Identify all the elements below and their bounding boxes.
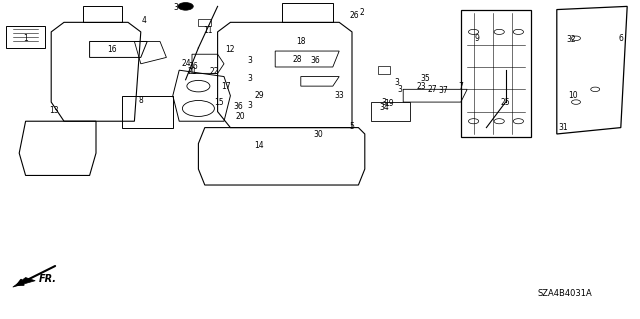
Text: 13: 13 — [49, 106, 60, 115]
Text: 1: 1 — [23, 34, 28, 43]
Text: 5: 5 — [349, 122, 355, 130]
Text: 15: 15 — [214, 98, 224, 107]
Text: 6: 6 — [618, 34, 623, 43]
Text: 28: 28 — [293, 55, 302, 63]
Text: 18: 18 — [296, 37, 305, 46]
Text: 31: 31 — [558, 123, 568, 132]
Text: 17: 17 — [221, 82, 231, 91]
Text: 37: 37 — [438, 86, 449, 95]
Text: SZA4B4031A: SZA4B4031A — [538, 289, 593, 298]
Text: 25: 25 — [500, 98, 511, 107]
Text: 3: 3 — [173, 4, 179, 12]
Text: 34: 34 — [379, 103, 389, 112]
Circle shape — [178, 3, 193, 10]
Text: 3: 3 — [397, 85, 403, 94]
Text: 36: 36 — [234, 102, 244, 111]
Text: 2: 2 — [359, 8, 364, 17]
Text: 29: 29 — [254, 91, 264, 100]
Text: 7: 7 — [458, 82, 463, 91]
Text: 16: 16 — [107, 45, 117, 54]
Text: 33: 33 — [334, 91, 344, 100]
Text: 3: 3 — [247, 56, 252, 65]
Text: 19: 19 — [384, 99, 394, 108]
Text: 9: 9 — [474, 34, 479, 43]
Text: 21: 21 — [188, 67, 196, 76]
Text: 24: 24 — [181, 59, 191, 68]
Text: 36: 36 — [188, 62, 198, 71]
Text: 10: 10 — [568, 91, 578, 100]
Text: 3: 3 — [381, 98, 387, 107]
Text: 22: 22 — [210, 67, 219, 76]
Text: 30: 30 — [313, 130, 323, 139]
Text: 4: 4 — [141, 16, 147, 25]
Text: 8: 8 — [138, 96, 143, 105]
Text: 14: 14 — [254, 141, 264, 150]
Text: 12: 12 — [226, 45, 235, 54]
Text: FR.: FR. — [38, 274, 56, 284]
Text: 26: 26 — [349, 11, 359, 20]
Polygon shape — [13, 278, 35, 287]
Text: 20: 20 — [235, 112, 245, 121]
Text: 32: 32 — [566, 35, 577, 44]
Text: 3: 3 — [247, 74, 252, 83]
Bar — [198, 19, 211, 26]
Text: 27: 27 — [427, 85, 437, 94]
Text: 11: 11 — [204, 26, 212, 35]
Text: 3: 3 — [247, 101, 252, 110]
Text: 23: 23 — [416, 82, 426, 91]
Text: 3: 3 — [394, 78, 399, 87]
Text: 36: 36 — [310, 56, 321, 65]
Text: 35: 35 — [420, 74, 431, 83]
Bar — [378, 66, 390, 74]
